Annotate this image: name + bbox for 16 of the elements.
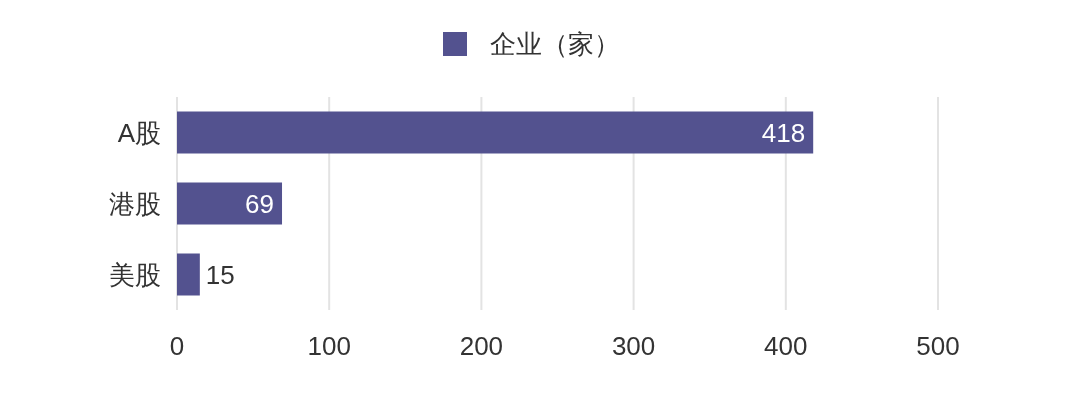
bar [177,182,283,225]
x-tick-label: 200 [459,331,504,361]
data-label: 418 [761,117,806,148]
x-tick-label: 300 [611,331,656,361]
data-label: 69 [245,188,275,219]
data-label: 15 [205,259,235,290]
x-tick-label: 500 [916,331,960,361]
y-tick-label: 美股 [109,259,161,290]
y-tick-label: 港股 [109,188,161,219]
y-tick-label: A股 [117,117,161,148]
bar [177,253,200,296]
x-tick-label: 100 [307,331,351,361]
x-tick-label: 400 [764,331,808,361]
x-tick-label: 0 [169,331,185,361]
bar [177,111,814,154]
legend-label: 企业（家） [490,29,620,59]
